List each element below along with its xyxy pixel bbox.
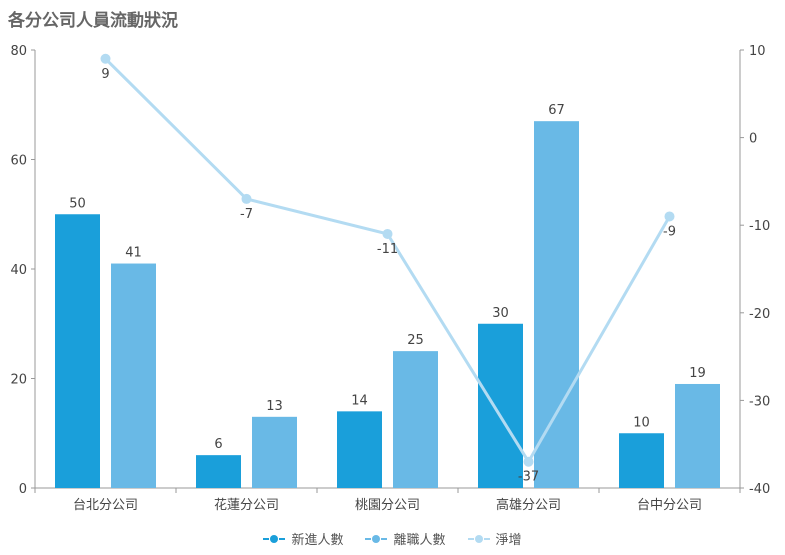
legend-label-net: 淨增 [495,533,522,548]
net-change-point [100,53,111,64]
bar-new-hires [55,214,100,488]
net-change-point [382,228,393,239]
bar-new-hires [337,411,382,488]
left-tick-label: 60 [10,154,27,169]
left-tick-label: 0 [19,482,27,497]
bar-data-label: 10 [633,415,650,430]
right-tick-label: -10 [749,219,770,234]
net-change-point [523,456,534,467]
x-tick-label: 高雄分公司 [496,497,561,513]
bar-data-label: 30 [492,306,509,321]
right-tick-label: -40 [749,482,770,497]
bar-new-hires [196,455,241,488]
x-tick-label: 台中分公司 [637,498,702,513]
chart-legend: 新進人數 離職人數 淨增 [0,529,785,548]
bar-departures [534,121,579,489]
bar-data-label: 19 [689,366,706,381]
net-change-label: -11 [377,242,398,257]
bar-data-label: 41 [125,246,142,261]
x-tick-label: 台北分公司 [73,498,138,513]
net-change-label: 9 [101,67,109,82]
bar-data-label: 14 [351,393,368,408]
legend-label-leave: 離職人數 [393,533,446,548]
right-tick-label: 10 [749,44,766,59]
bar-new-hires [619,433,664,488]
right-tick-label: -30 [749,394,770,409]
legend-item-new[interactable]: 新進人數 [263,529,343,548]
bar-departures [252,416,297,488]
bar-departures [393,351,438,488]
x-tick-label: 花蓮分公司 [214,497,279,513]
left-tick-label: 40 [10,263,27,278]
net-change-label: -37 [518,470,539,485]
chart-title: 各分公司人員流動狀況 [8,11,178,31]
bar-data-label: 67 [548,103,565,118]
left-tick-label: 80 [10,44,27,59]
net-change-point [241,193,252,204]
legend-item-net[interactable]: 淨增 [467,529,522,548]
bar-data-label: 25 [407,333,424,348]
bar-new-hires [478,323,523,488]
left-tick-label: 20 [10,373,27,388]
legend-label-new: 新進人數 [291,533,344,548]
legend-swatch-net [467,534,490,544]
bar-departures [111,263,156,488]
right-tick-label: 0 [749,132,757,147]
bar-data-label: 50 [69,196,86,211]
net-change-label: -7 [240,207,253,222]
legend-swatch-leave [365,534,388,544]
bar-data-label: 13 [266,399,283,414]
chart-canvas: 020406080 100-10-20-30-40台北分公司 花蓮分公司 桃園分公司高… [10,44,770,513]
net-change-line [104,57,671,465]
legend-swatch-new [263,534,286,544]
right-tick-label: -20 [749,307,770,322]
net-change-label: -9 [663,224,676,239]
bar-departures [675,383,720,488]
bar-data-label: 6 [214,437,222,452]
net-change-point [664,211,675,222]
x-tick-label: 桃園分公司 [355,498,420,513]
legend-item-leave[interactable]: 離職人數 [365,529,446,548]
